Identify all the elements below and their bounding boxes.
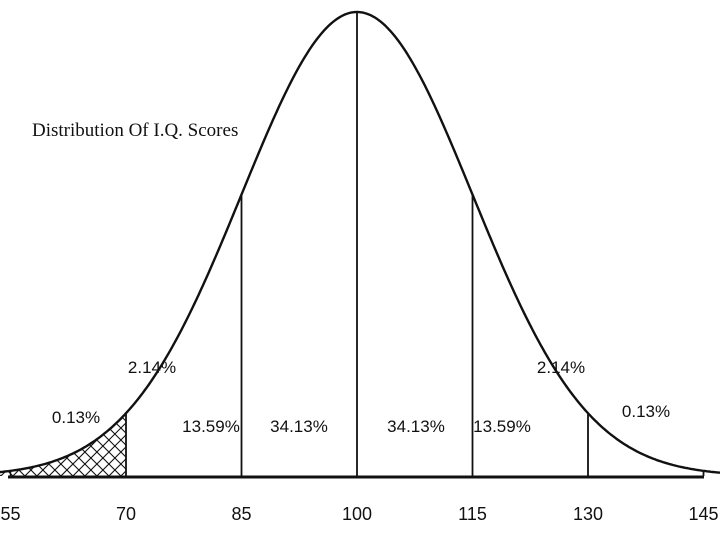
region-label-1: 2.14% <box>128 358 176 377</box>
hatch-stroke <box>169 356 289 476</box>
hatch-stroke <box>96 413 127 476</box>
x-tick-label-85: 85 <box>231 504 251 524</box>
hatch-stroke <box>0 413 26 476</box>
hatch-stroke <box>0 413 14 476</box>
hatch-stroke <box>0 413 26 476</box>
hatch-stroke <box>0 413 14 476</box>
hatch-stroke <box>193 356 313 476</box>
x-tick-label-115: 115 <box>458 504 487 524</box>
hatch-stroke <box>84 413 127 476</box>
hatch-stroke <box>0 413 50 476</box>
hatch-stroke <box>0 413 38 476</box>
x-tick-label-130: 130 <box>573 504 603 524</box>
chart-title: Distribution Of I.Q. Scores <box>32 120 239 141</box>
hatch-stroke <box>0 413 2 476</box>
region-label-4: 34.13% <box>387 417 445 436</box>
hatch-stroke <box>193 356 313 476</box>
x-tick-label-55: 55 <box>0 504 20 524</box>
hatch-stroke <box>72 413 127 476</box>
hatch-stroke <box>205 356 325 476</box>
hatch-stroke <box>0 413 50 476</box>
x-tick-label-145: 145 <box>688 504 718 524</box>
hatch-stroke <box>205 356 325 476</box>
bell-curve <box>0 10 720 474</box>
region-label-0: 0.13% <box>52 408 100 427</box>
hatch-stroke <box>169 356 289 476</box>
hatch-stroke <box>0 413 38 476</box>
x-tick-label-100: 100 <box>342 504 372 524</box>
region-label-7: 0.13% <box>622 402 670 421</box>
region-label-6: 2.14% <box>537 358 585 377</box>
region-label-3: 34.13% <box>270 417 328 436</box>
x-tick-label-70: 70 <box>116 504 136 524</box>
region-label-2: 13.59% <box>182 417 240 436</box>
hatch-stroke <box>0 413 2 476</box>
region-label-5: 13.59% <box>473 417 531 436</box>
